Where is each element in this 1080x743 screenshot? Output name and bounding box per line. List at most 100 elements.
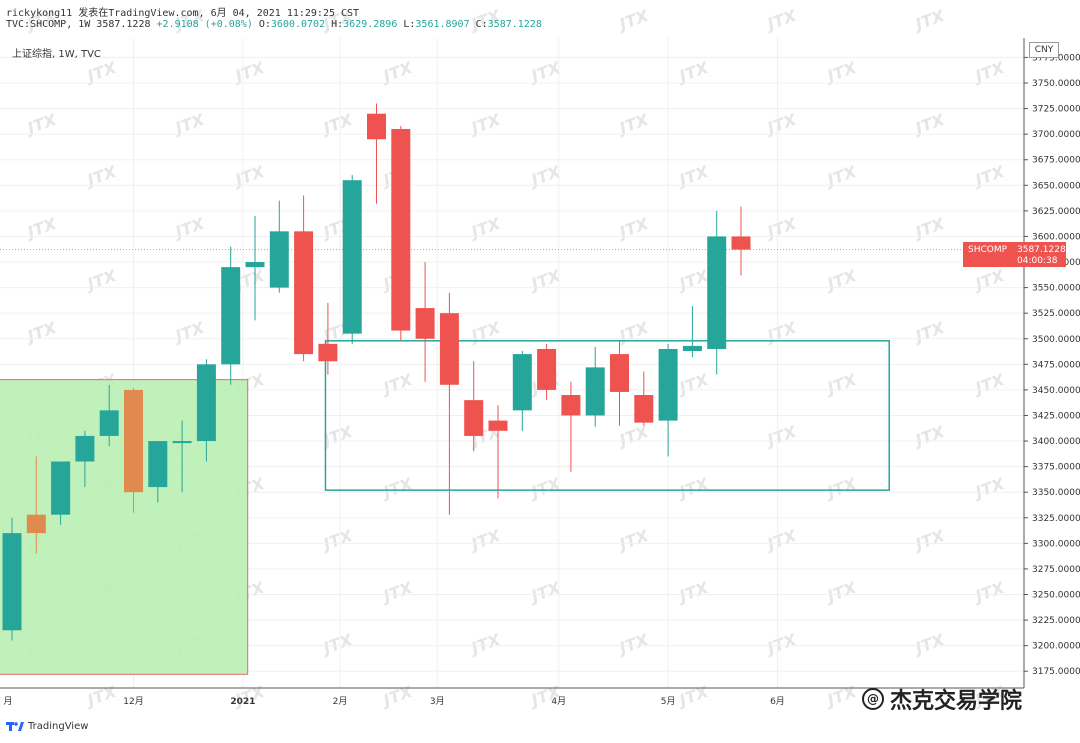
y-tick-label: 3225.0000 (1032, 616, 1080, 626)
candle[interactable] (658, 343, 678, 457)
candle-body (342, 180, 362, 334)
x-tick-label: 12月 (123, 696, 143, 707)
candle-body (245, 262, 265, 268)
candle[interactable] (99, 384, 119, 447)
symbol-legend[interactable]: 上证综指, 1W, TVC (12, 49, 101, 60)
watermark-tile: JTX (230, 58, 267, 87)
watermark-tile: JTX (762, 422, 799, 451)
candle[interactable] (245, 215, 265, 321)
x-tick-label: 3月 (430, 696, 445, 707)
candle[interactable] (439, 292, 459, 515)
price-label-value: 3587.1228 (1017, 245, 1066, 255)
high-label: H: (325, 19, 344, 30)
candle[interactable] (367, 103, 386, 204)
candle[interactable] (26, 456, 46, 554)
candle-body (51, 461, 71, 515)
candle[interactable] (342, 175, 362, 344)
candle[interactable] (731, 206, 751, 276)
watermark-tile: JTX (82, 162, 119, 191)
publish-info: rickykong11 发表在TradingView.com, 6月 04, 2… (6, 8, 360, 19)
price-label-symbol: SHCOMP (968, 245, 1008, 255)
x-tick-label: 2021 (230, 697, 255, 707)
publisher-name: 杰克交易学院 (890, 689, 1023, 714)
watermark-tile: JTX (674, 162, 711, 191)
candle[interactable] (148, 441, 168, 503)
candle[interactable] (610, 340, 629, 426)
watermark-tile: JTX (614, 422, 651, 451)
y-tick-label: 3550.0000 (1032, 284, 1080, 294)
candle-body (196, 364, 216, 442)
candle[interactable] (75, 430, 95, 488)
candle[interactable] (294, 195, 314, 362)
candle[interactable] (537, 343, 557, 401)
candle-body (610, 354, 629, 392)
candle[interactable] (124, 387, 143, 513)
watermark-tile: JTX (378, 578, 415, 607)
candle-body (415, 308, 435, 339)
candle[interactable] (415, 262, 435, 382)
watermark-tile: JTX (526, 266, 563, 295)
candle-body (26, 514, 46, 534)
candle[interactable] (634, 371, 654, 426)
candle[interactable] (488, 405, 508, 499)
watermark-tile: JTX (822, 162, 859, 191)
y-tick-label: 3400.0000 (1032, 437, 1080, 447)
candle-body (391, 129, 411, 331)
watermark-tile: JTX (526, 58, 563, 87)
watermark-tile: JTX (82, 58, 119, 87)
candle-body (439, 313, 459, 385)
watermark-tile: JTX (526, 578, 563, 607)
low-label: L: (397, 19, 416, 30)
watermark-tile: JTX (614, 630, 651, 659)
candle[interactable] (269, 200, 289, 293)
watermark-tile: JTX (674, 370, 711, 399)
watermark-tile: JTX (822, 370, 859, 399)
watermark-tile: JTX (910, 214, 947, 243)
watermark-tile: JTX (674, 682, 711, 711)
last-price-label: SHCOMP 3587.1228 04:00:38 (963, 242, 1066, 267)
candle[interactable] (391, 125, 411, 341)
candle[interactable] (682, 306, 702, 358)
candle[interactable] (585, 346, 605, 427)
candle[interactable] (318, 302, 338, 375)
candle-body (585, 367, 605, 416)
candle-body (488, 420, 508, 431)
y-tick-label: 3350.0000 (1032, 488, 1080, 498)
watermark-tile: JTX (614, 526, 651, 555)
watermark-tile: JTX (230, 162, 267, 191)
high-value: 3629.2896 (343, 19, 398, 30)
candle-body (148, 441, 168, 488)
candle[interactable] (512, 351, 532, 431)
open-label: O: (252, 19, 271, 30)
candle[interactable] (561, 381, 581, 472)
candle-body (731, 236, 751, 250)
watermark-tile: JTX (466, 318, 503, 347)
candle[interactable] (707, 210, 727, 375)
currency-badge[interactable]: CNY (1029, 42, 1059, 58)
candle[interactable] (221, 246, 241, 385)
watermark-tile: JTX (466, 630, 503, 659)
candle[interactable] (51, 461, 71, 525)
watermark-tile: JTX (614, 6, 651, 35)
watermark-tile: JTX (318, 526, 355, 555)
candle[interactable] (2, 517, 22, 641)
watermark-tile: JTX (378, 58, 415, 87)
candle[interactable] (464, 361, 484, 452)
y-tick-label: 3300.0000 (1032, 539, 1080, 549)
watermark-tile: JTX (318, 422, 355, 451)
price-label-countdown: 04:00:38 (1017, 256, 1058, 266)
tradingview-branding[interactable]: TradingView (6, 720, 88, 732)
x-tick-label: 4月 (551, 696, 566, 707)
y-tick-label: 3375.0000 (1032, 463, 1080, 473)
candle-body (75, 435, 95, 462)
watermark-tile: JTX (82, 682, 119, 711)
range-box-rect[interactable] (324, 340, 890, 491)
x-tick-label: 5月 (661, 696, 676, 707)
candle[interactable] (172, 420, 192, 493)
candle-body (707, 236, 727, 349)
candle-body (512, 354, 532, 411)
candle[interactable] (196, 359, 216, 462)
candle-body (294, 231, 314, 355)
x-tick-label: 2月 (333, 696, 348, 707)
